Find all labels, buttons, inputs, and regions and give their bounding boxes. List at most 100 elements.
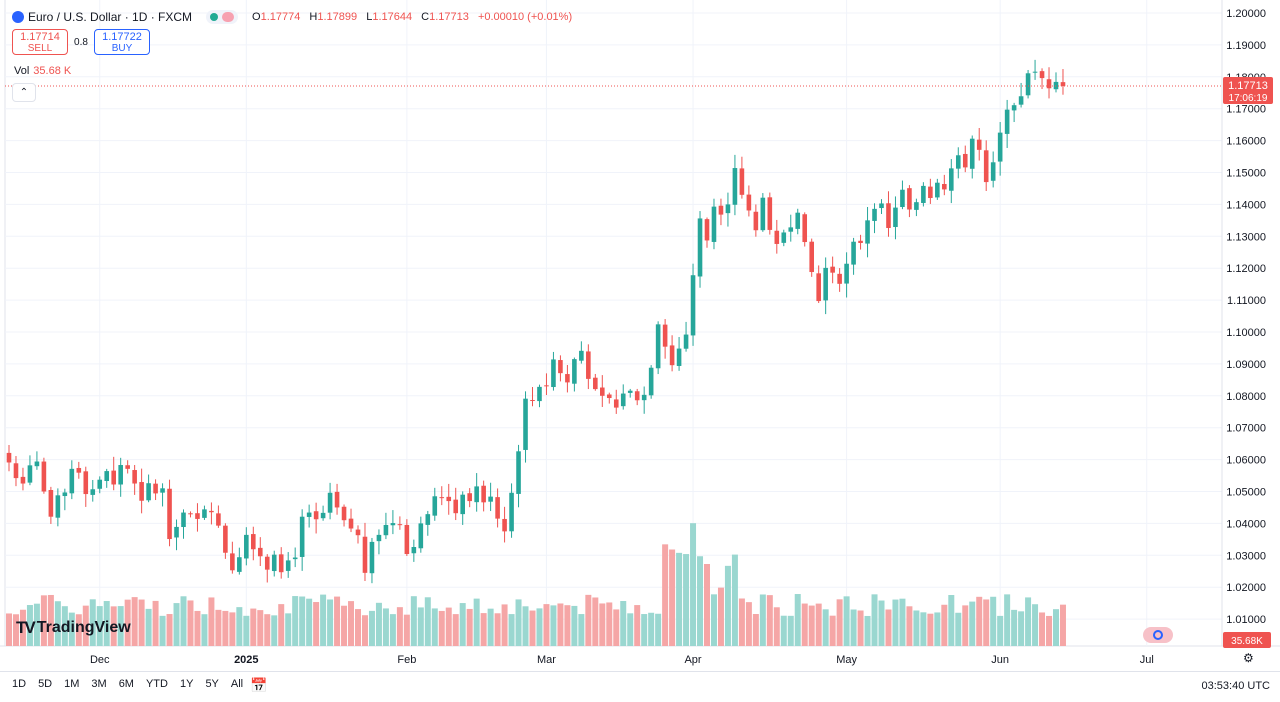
y-tick-label: 1.17000 xyxy=(1226,104,1266,116)
candle xyxy=(1039,68,1045,90)
candle xyxy=(641,386,647,414)
volume-bar xyxy=(529,610,536,646)
volume-bar xyxy=(452,614,459,646)
candle xyxy=(418,516,424,553)
gear-icon[interactable]: ⚙ xyxy=(1243,651,1254,665)
range-1y[interactable]: 1Y xyxy=(179,678,194,690)
collapse-legend-button[interactable]: ⌃ xyxy=(12,83,36,102)
candle xyxy=(313,502,319,534)
symbol-title: Euro / U.S. Dollar · 1D · FXCM xyxy=(28,10,193,24)
volume-bar xyxy=(466,608,473,646)
volume-bar xyxy=(550,605,557,646)
y-tick-label: 1.12000 xyxy=(1226,263,1266,275)
range-ytd[interactable]: YTD xyxy=(145,678,168,690)
candle xyxy=(132,464,137,495)
candle xyxy=(942,174,947,196)
tradingview-logo[interactable]: TV TradingView xyxy=(16,618,131,637)
volume-bar xyxy=(33,603,40,646)
volume-bar xyxy=(389,614,396,646)
volume-bar xyxy=(19,609,26,646)
volume-bar xyxy=(801,603,808,646)
candle xyxy=(369,537,375,584)
candle xyxy=(446,483,452,515)
volume-bar xyxy=(299,596,306,646)
volume-bar xyxy=(885,609,892,646)
range-5y[interactable]: 5Y xyxy=(205,678,219,690)
candle xyxy=(237,547,242,575)
candle xyxy=(739,156,745,199)
candle xyxy=(481,480,486,512)
x-tick-label: Jul xyxy=(1140,654,1154,666)
candle xyxy=(1046,67,1052,99)
buy-button[interactable]: 1.17722 BUY xyxy=(94,29,150,55)
candle xyxy=(802,212,808,247)
volume-bar xyxy=(152,600,159,646)
range-all[interactable]: All xyxy=(230,678,244,690)
symbol-legend[interactable]: Euro / U.S. Dollar · 1D · FXCM O1.17774 … xyxy=(12,8,572,26)
svg-text:35.68K: 35.68K xyxy=(1231,636,1263,647)
volume-bar xyxy=(403,614,410,646)
candle xyxy=(467,488,472,508)
candle xyxy=(767,192,773,235)
candle xyxy=(167,479,172,547)
candle xyxy=(844,252,849,298)
market-status-pill[interactable] xyxy=(206,10,239,24)
y-tick-label: 1.16000 xyxy=(1226,136,1266,148)
y-tick-label: 1.05000 xyxy=(1226,487,1266,499)
candle xyxy=(746,185,752,217)
time-axis: Dec 2025 Feb Mar Apr May Jun Jul xyxy=(90,654,1154,666)
volume-bar xyxy=(717,587,724,646)
candle xyxy=(865,206,870,258)
last-volume-tag: 35.68K xyxy=(1223,632,1271,648)
volume-bar xyxy=(215,609,222,646)
candle xyxy=(251,526,256,561)
volume-bar xyxy=(47,594,54,646)
candle xyxy=(223,523,228,559)
volume-bar xyxy=(26,605,33,646)
candle xyxy=(997,122,1003,176)
candle xyxy=(537,384,542,408)
sell-button[interactable]: 1.17714 SELL xyxy=(12,29,68,55)
volume-bar xyxy=(508,614,515,646)
globe-icon xyxy=(1153,630,1163,640)
range-1d[interactable]: 1D xyxy=(12,678,27,690)
y-tick-label: 1.07000 xyxy=(1226,423,1266,435)
events-overlay[interactable] xyxy=(1143,627,1173,643)
volume-bar xyxy=(585,594,592,646)
utc-clock[interactable]: 03:53:40 UTC xyxy=(1201,680,1270,692)
candle xyxy=(572,357,577,392)
candle xyxy=(655,321,661,375)
volume-bar xyxy=(1046,615,1053,646)
range-1m[interactable]: 1M xyxy=(64,678,80,690)
candle xyxy=(320,505,326,521)
candle xyxy=(362,522,368,582)
volume-bar xyxy=(836,599,843,646)
volume-bar xyxy=(208,597,215,646)
range-6m[interactable]: 6M xyxy=(118,678,134,690)
candle xyxy=(830,256,835,284)
x-tick-label: Jun xyxy=(991,654,1009,666)
volume-bar xyxy=(124,599,131,646)
volume-bar xyxy=(145,608,152,646)
range-3m[interactable]: 3M xyxy=(91,678,107,690)
volume-bar xyxy=(89,599,96,646)
volume-bar xyxy=(857,610,864,646)
volume-legend[interactable]: Vol 35.68 K xyxy=(14,65,72,77)
x-tick-label: Mar xyxy=(537,654,556,666)
candle xyxy=(676,337,682,371)
candle xyxy=(411,539,417,562)
candle xyxy=(244,527,249,566)
y-tick-label: 1.11000 xyxy=(1227,295,1266,307)
range-5d[interactable]: 5D xyxy=(38,678,53,690)
volume-bar xyxy=(75,614,82,646)
volume-bar xyxy=(1018,611,1025,646)
grid-lines xyxy=(0,0,1280,647)
market-open-icon xyxy=(210,13,219,21)
calendar-range-icon[interactable]: 📅 xyxy=(250,677,268,693)
volume-bar xyxy=(969,601,976,646)
candle xyxy=(376,529,382,555)
volume-bar xyxy=(480,613,487,646)
ohlc-values: O1.17774 H1.17899 L1.17644 C1.17713 +0.0… xyxy=(252,11,573,23)
candle xyxy=(404,519,410,556)
